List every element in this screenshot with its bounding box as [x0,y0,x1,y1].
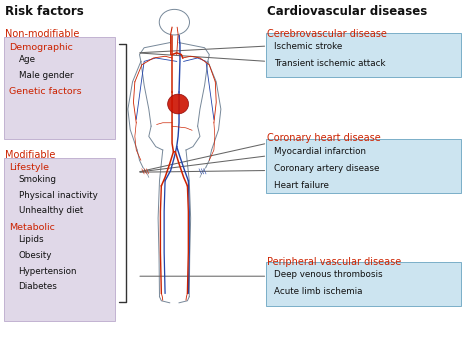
Text: Heart failure: Heart failure [274,181,329,190]
FancyBboxPatch shape [266,139,461,193]
Text: Ischemic stroke: Ischemic stroke [274,42,343,50]
Text: Coronary artery disease: Coronary artery disease [274,164,380,173]
Text: Deep venous thrombosis: Deep venous thrombosis [274,270,383,279]
Text: Demographic: Demographic [9,43,73,51]
FancyBboxPatch shape [266,33,461,77]
Ellipse shape [167,94,189,114]
Text: Smoking: Smoking [19,175,57,184]
Text: Lifestyle: Lifestyle [9,163,49,172]
Text: Cerebrovascular disease: Cerebrovascular disease [267,29,387,39]
Text: Diabetes: Diabetes [19,282,58,291]
Text: Hypertension: Hypertension [19,267,77,276]
Text: Cardiovascular diseases: Cardiovascular diseases [267,5,428,18]
Text: Obesity: Obesity [19,251,52,260]
Text: Coronary heart disease: Coronary heart disease [267,133,381,143]
Text: Myocardial infarction: Myocardial infarction [274,147,366,156]
Text: Lipids: Lipids [19,235,44,244]
Text: Risk factors: Risk factors [5,5,83,18]
Text: Peripheral vascular disease: Peripheral vascular disease [267,257,402,267]
Text: Transient ischemic attack: Transient ischemic attack [274,59,386,68]
Text: Metabolic: Metabolic [9,223,55,232]
Text: Unhealthy diet: Unhealthy diet [19,206,83,215]
FancyBboxPatch shape [4,158,115,321]
Text: Physical inactivity: Physical inactivity [19,191,97,199]
Text: Male gender: Male gender [19,71,73,80]
Text: Acute limb ischemia: Acute limb ischemia [274,287,363,296]
FancyBboxPatch shape [266,262,461,306]
FancyBboxPatch shape [4,37,115,139]
Text: Non-modifiable: Non-modifiable [5,29,79,39]
Text: Genetic factors: Genetic factors [9,87,82,96]
Text: Modifiable: Modifiable [5,150,55,160]
Text: Age: Age [19,55,36,63]
